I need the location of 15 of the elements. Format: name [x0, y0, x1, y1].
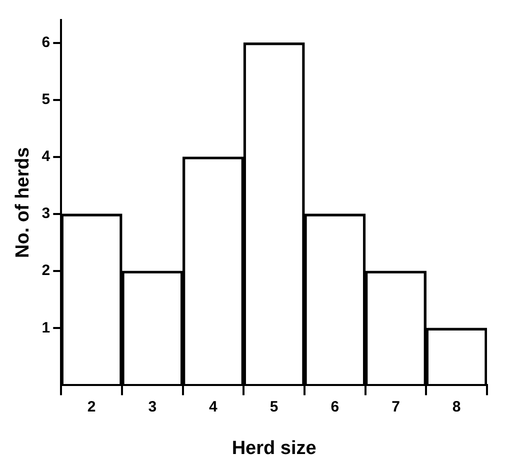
x-tick-label: 5 — [270, 398, 278, 416]
x-tick-label: 8 — [452, 398, 461, 416]
x-tick-label: 7 — [392, 398, 400, 416]
y-tick-label: 4 — [42, 148, 51, 166]
y-axis-title: No. of herds — [12, 147, 34, 258]
y-tick-label: 1 — [42, 319, 50, 336]
x-axis-title: Herd size — [232, 438, 316, 459]
x-tick-label: 2 — [87, 398, 96, 416]
x-tick-label: 4 — [209, 398, 218, 416]
y-tick-label: 3 — [42, 205, 50, 222]
x-tick-label: 3 — [148, 398, 157, 416]
y-tick-label: 6 — [42, 34, 50, 51]
y-tick-label: 2 — [42, 262, 50, 280]
y-tick-label: 5 — [42, 91, 50, 108]
x-tick-label: 6 — [330, 398, 340, 416]
